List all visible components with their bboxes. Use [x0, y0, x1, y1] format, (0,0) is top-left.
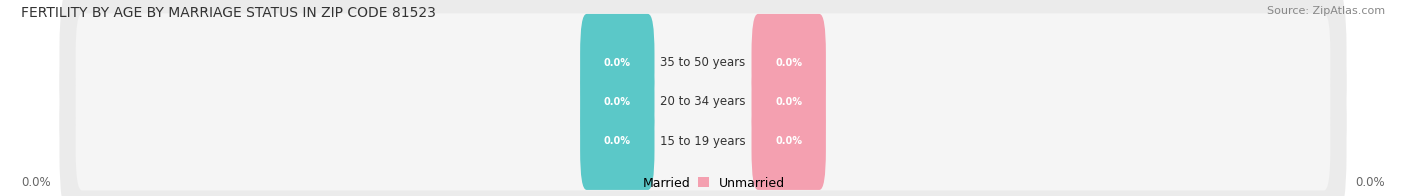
- Text: 0.0%: 0.0%: [603, 136, 631, 146]
- Text: 0.0%: 0.0%: [775, 97, 803, 107]
- Text: 0.0%: 0.0%: [775, 58, 803, 68]
- FancyBboxPatch shape: [752, 53, 825, 151]
- Text: 0.0%: 0.0%: [775, 136, 803, 146]
- FancyBboxPatch shape: [76, 53, 1330, 151]
- Text: 0.0%: 0.0%: [603, 97, 631, 107]
- FancyBboxPatch shape: [581, 14, 655, 112]
- Text: FERTILITY BY AGE BY MARRIAGE STATUS IN ZIP CODE 81523: FERTILITY BY AGE BY MARRIAGE STATUS IN Z…: [21, 6, 436, 20]
- FancyBboxPatch shape: [76, 92, 1330, 191]
- Legend: Married, Unmarried: Married, Unmarried: [621, 177, 785, 190]
- Text: 15 to 19 years: 15 to 19 years: [661, 135, 745, 148]
- Text: 20 to 34 years: 20 to 34 years: [661, 95, 745, 108]
- Text: 0.0%: 0.0%: [21, 176, 51, 189]
- FancyBboxPatch shape: [76, 13, 1330, 112]
- FancyBboxPatch shape: [59, 68, 1347, 196]
- FancyBboxPatch shape: [581, 53, 655, 151]
- Text: 0.0%: 0.0%: [603, 58, 631, 68]
- FancyBboxPatch shape: [752, 92, 825, 190]
- FancyBboxPatch shape: [59, 29, 1347, 175]
- Text: 35 to 50 years: 35 to 50 years: [661, 56, 745, 69]
- Text: 0.0%: 0.0%: [1355, 176, 1385, 189]
- Text: Source: ZipAtlas.com: Source: ZipAtlas.com: [1267, 6, 1385, 16]
- FancyBboxPatch shape: [752, 14, 825, 112]
- FancyBboxPatch shape: [581, 92, 655, 190]
- FancyBboxPatch shape: [59, 0, 1347, 136]
